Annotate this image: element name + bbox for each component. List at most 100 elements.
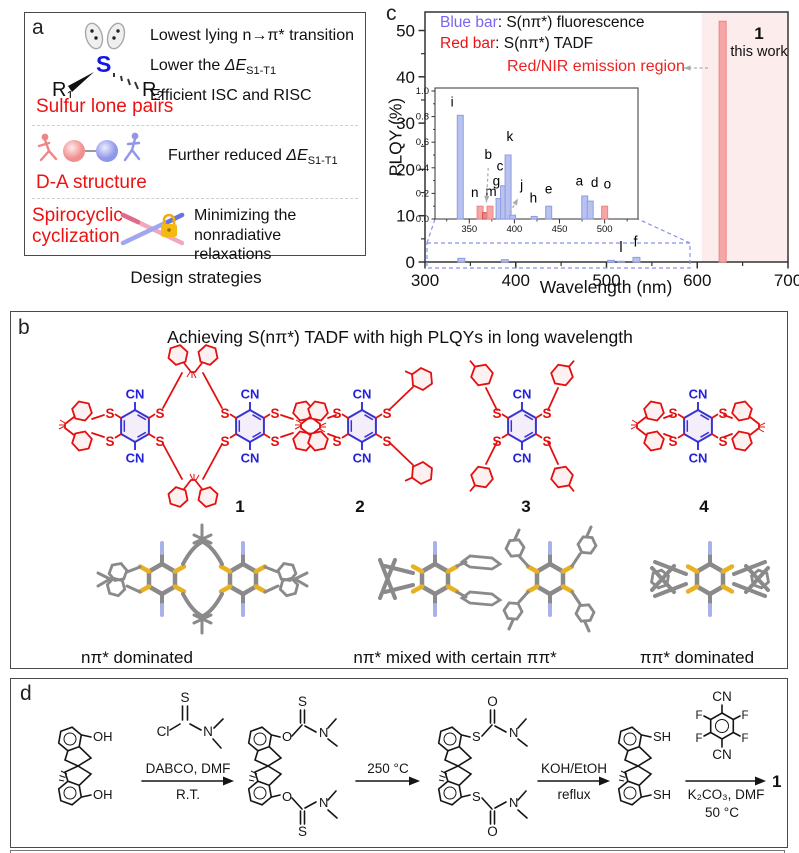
panel-a-caption: Design strategies [130,268,262,287]
donor-acceptor-icon [37,132,141,162]
compound-3-number: 3 [521,497,530,516]
svg-text:i: i [451,94,454,109]
svg-text:l: l [619,240,622,256]
panel-a-label: a [32,16,44,39]
n-label: N [319,725,328,740]
o-label: O [282,729,292,744]
cl-label: Cl [157,724,170,739]
svg-text:400: 400 [502,271,530,290]
bis-o-thiocarbamate-structure: O S N O S N [247,694,338,839]
n-label: N [509,795,518,810]
svg-text:h: h [530,190,538,205]
wedge-bond [68,72,94,92]
plqy-chart: 300 400 500 600 700 0 10 20 30 40 50 l f 350 400 450 500… [396,11,799,290]
strategy-point-1: Lowest lying n→π* transition [150,27,355,44]
chart-legend: Blue bar: S(nπ*) fluorescence Red bar: S(… [440,14,645,52]
s-label: S [472,789,481,804]
svg-text:0.0: 0.0 [416,214,429,225]
reaction-conditions: 250 °C [367,761,409,776]
reaction-conditions: DABCO, DMF [146,761,231,776]
svg-text:m: m [485,184,496,199]
panel-b-title: Achieving S(nπ*) TADF with high PLQYs in… [167,327,633,347]
svg-text:o: o [604,176,612,191]
reaction-conditions: 50 °C [705,805,739,820]
f-label: F [695,710,702,722]
n-label: N [203,724,213,739]
svg-text:400: 400 [506,224,522,235]
o-label: O [487,694,498,709]
da-structure-title: D-A structure [36,172,147,193]
f-label: F [741,733,748,745]
crystal-structure-2 [378,543,503,615]
svg-text:f: f [634,234,639,250]
compound-4-number: 4 [699,497,709,516]
r1-label: R1 [52,79,74,98]
reagent-tetrafluoroterephthalonitrile: CN CN F F F F [695,689,748,762]
svg-text:d: d [591,175,599,190]
o-label: O [487,824,498,839]
svg-text:600: 600 [683,271,711,290]
compound-1-structure: 1 [59,344,326,516]
svg-text:40: 40 [396,68,415,87]
svg-text:0.8: 0.8 [416,112,429,123]
hash-bond [113,73,139,90]
svg-text:g: g [493,174,501,189]
r2-label: R2 [142,79,164,98]
y-axis-title: PLQY (%) [385,97,406,177]
crystal-structure-4 [649,543,771,615]
svg-text:10: 10 [396,207,415,226]
divider-1 [32,125,358,126]
panel-d-label: d [20,682,32,705]
reaction-conditions: K₂CO₃, DMF [688,787,765,802]
strategy-point-4: Further reduced ΔES1-T1 [168,147,338,168]
svg-text:n: n [471,185,479,200]
locked-rotation-icon [120,212,185,246]
donor-runner-icon [37,133,58,162]
synthesis-scheme: OH OH S Cl N DABCO, DMF R.T. O [57,689,781,839]
svg-text:700: 700 [774,271,799,290]
svg-text:450: 450 [552,224,568,235]
svg-text:30: 30 [396,114,415,133]
reaction-conditions: R.T. [176,787,200,802]
panel-b-box [10,311,788,669]
reaction-arrow-2: 250 °C [355,761,420,786]
svg-text:500: 500 [597,224,613,235]
s-label: S [298,824,307,839]
compound-3-structure: 3 [463,355,581,516]
svg-text:b: b [484,147,492,162]
reaction-arrow-4: K₂CO₃, DMF 50 °C 1 [685,772,781,820]
character-label-3: ππ* dominated [640,648,754,667]
padlock-icon [161,213,177,237]
donor-sphere [63,140,85,162]
svg-text:0.6: 0.6 [416,137,429,148]
strategy-point-5b: nonradiative relaxations [194,227,282,263]
svg-text:500: 500 [592,271,620,290]
reaction-arrow-1: DABCO, DMF R.T. [141,761,234,802]
cn-label: CN [712,689,732,704]
sh-label: SH [653,787,671,802]
reaction-arrow-3: KOH/EtOH reflux [537,761,610,802]
s-label: S [298,694,307,709]
f-label: F [695,733,702,745]
oh-label: OH [93,729,113,744]
svg-text:a: a [576,174,584,189]
strategy-point-5a: Minimizing the [194,207,297,224]
svg-text:20: 20 [396,160,415,179]
oh-label: OH [93,787,113,802]
svg-text:j: j [519,178,523,193]
compound-4-structure: 4 [631,385,765,516]
svg-text:e: e [545,181,553,196]
svg-text:300: 300 [411,271,439,290]
compound-2-structure: 2 [295,363,436,516]
strategy-point-3: Efficient ISC and RISC [150,87,312,104]
character-label-2: nπ* mixed with certain ππ* [353,648,557,667]
svg-text:50: 50 [396,22,415,41]
svg-text:k: k [507,129,514,144]
svg-text:1.0: 1.0 [416,86,429,97]
divider-2 [32,198,358,199]
acceptor-sphere [96,140,118,162]
svg-text:0: 0 [406,253,415,272]
panel-d-box [10,678,788,848]
s-label: S [180,690,189,705]
